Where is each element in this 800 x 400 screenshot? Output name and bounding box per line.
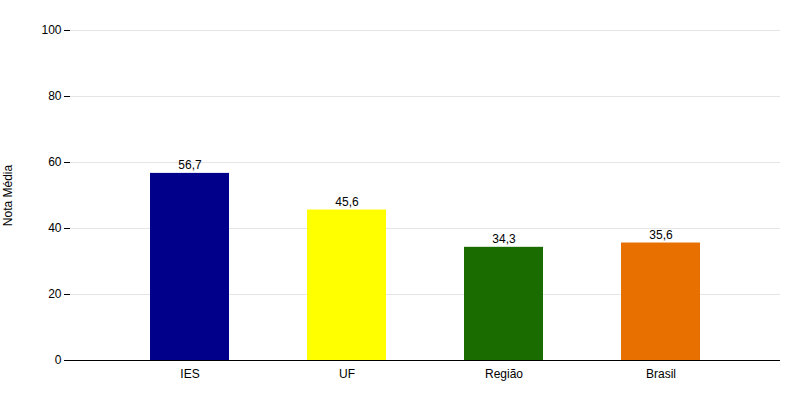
svg-text:56,7: 56,7 — [178, 158, 202, 172]
svg-text:100: 100 — [41, 23, 61, 37]
svg-text:40: 40 — [48, 221, 62, 235]
svg-text:45,6: 45,6 — [335, 195, 359, 209]
svg-text:Brasil: Brasil — [646, 367, 676, 381]
svg-text:35,6: 35,6 — [649, 228, 673, 242]
svg-text:UF: UF — [339, 367, 355, 381]
svg-text:IES: IES — [180, 367, 199, 381]
svg-text:Região: Região — [485, 367, 523, 381]
svg-text:Nota Média: Nota Média — [1, 164, 15, 226]
svg-text:80: 80 — [48, 89, 62, 103]
svg-text:60: 60 — [48, 155, 62, 169]
svg-text:20: 20 — [48, 287, 62, 301]
svg-text:0: 0 — [55, 353, 62, 367]
svg-text:34,3: 34,3 — [492, 232, 516, 246]
